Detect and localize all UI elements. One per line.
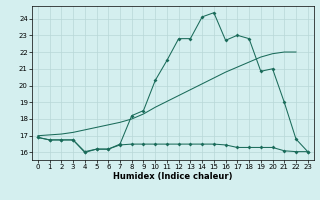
X-axis label: Humidex (Indice chaleur): Humidex (Indice chaleur): [113, 172, 233, 181]
